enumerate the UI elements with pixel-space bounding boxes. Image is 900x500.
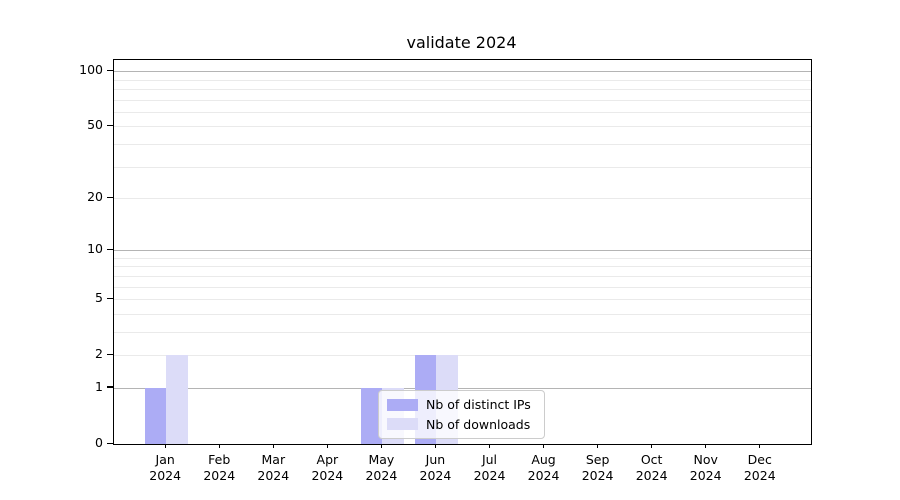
- year-label: 2024: [311, 468, 344, 483]
- minor-gridline: [114, 111, 811, 113]
- x-tick-mark: [651, 444, 653, 448]
- year-label: 2024: [743, 468, 776, 483]
- x-tick-mark: [705, 444, 707, 448]
- y-tick-label: 100: [79, 62, 103, 78]
- x-tick-mark: [597, 444, 599, 448]
- x-tick-label: Dec 2024: [732, 452, 788, 484]
- month-label: Mar: [261, 452, 286, 467]
- minor-gridline: [114, 355, 811, 357]
- month-label: Nov: [693, 452, 718, 467]
- minor-gridline: [114, 126, 811, 128]
- x-tick-mark: [380, 444, 383, 448]
- y-tick-label: 0: [95, 435, 103, 450]
- year-label: 2024: [473, 468, 506, 483]
- legend-item: Nb of downloads: [387, 417, 538, 432]
- y-tick-mark: [107, 248, 113, 251]
- minor-gridline: [114, 257, 811, 259]
- x-tick-mark: [488, 444, 491, 448]
- minor-gridline: [114, 313, 811, 315]
- major-gridline: [114, 387, 811, 389]
- minor-gridline: [114, 198, 811, 199]
- month-label: Aug: [531, 452, 556, 467]
- legend-label: Nb of distinct IPs: [426, 397, 531, 413]
- x-tick-label: Aug 2024: [516, 452, 572, 484]
- y-tick-label: 5: [95, 290, 103, 306]
- month-label: Feb: [208, 452, 231, 467]
- x-tick-label: Apr 2024: [299, 452, 355, 484]
- minor-gridline: [114, 88, 811, 90]
- x-tick-label: Feb 2024: [191, 452, 247, 484]
- plot-area: [113, 59, 812, 445]
- x-tick-label: Jan 2024: [137, 452, 193, 484]
- minor-gridline: [114, 79, 811, 81]
- bar-jan-downloads: [166, 355, 188, 444]
- year-label: 2024: [365, 468, 398, 483]
- year-label: 2024: [257, 468, 290, 483]
- bar-may-distinct-ips: [360, 387, 383, 444]
- y-tick-mark: [107, 297, 113, 300]
- y-tick-mark: [107, 196, 113, 198]
- y-tick-label: 1: [95, 378, 103, 394]
- legend: Nb of distinct IPs Nb of downloads: [378, 390, 545, 439]
- y-tick-mark: [107, 353, 113, 356]
- x-tick-mark: [164, 444, 166, 448]
- minor-gridline: [114, 99, 811, 101]
- major-gridline: [114, 71, 811, 73]
- year-label: 2024: [635, 468, 668, 483]
- chart-title: validate 2024: [406, 33, 517, 52]
- legend-swatch-downloads: [387, 418, 418, 431]
- minor-gridline: [114, 286, 811, 288]
- month-label: Dec: [747, 452, 772, 467]
- x-tick-mark: [759, 444, 761, 448]
- legend-item: Nb of distinct IPs: [387, 397, 538, 412]
- minor-gridline: [114, 143, 811, 145]
- minor-gridline: [114, 331, 811, 333]
- x-tick-label: May 2024: [353, 452, 409, 484]
- legend-swatch-distinct-ips: [387, 398, 418, 411]
- x-tick-label: Oct 2024: [624, 452, 680, 484]
- x-tick-label: Mar 2024: [245, 452, 301, 484]
- year-label: 2024: [419, 468, 452, 483]
- minor-gridline: [114, 275, 811, 277]
- y-tick-label: 2: [95, 346, 103, 362]
- y-tick-label: 50: [87, 117, 103, 133]
- minor-gridline: [114, 166, 811, 168]
- minor-gridline: [114, 299, 811, 301]
- month-label: Jan: [155, 452, 175, 467]
- major-gridline: [114, 250, 811, 252]
- x-tick-label: Jul 2024: [462, 452, 518, 484]
- y-tick-label: 20: [87, 189, 103, 204]
- x-tick-mark: [272, 444, 274, 448]
- month-label: Jul: [481, 452, 498, 467]
- x-tick-mark: [218, 444, 220, 448]
- year-label: 2024: [581, 468, 614, 483]
- x-tick-label: Jun 2024: [407, 452, 463, 484]
- year-label: 2024: [203, 468, 236, 483]
- year-label: 2024: [149, 468, 182, 483]
- year-label: 2024: [689, 468, 722, 483]
- month-label: Apr: [316, 452, 339, 467]
- legend-label: Nb of downloads: [426, 416, 531, 432]
- month-label: May: [368, 452, 395, 467]
- y-tick-label: 10: [87, 241, 103, 257]
- x-tick-mark: [542, 444, 545, 448]
- month-label: Jun: [425, 452, 446, 467]
- y-tick-mark: [107, 69, 113, 71]
- y-tick-mark: [107, 386, 113, 388]
- month-label: Oct: [640, 452, 663, 467]
- y-tick-mark: [107, 124, 113, 127]
- minor-gridline: [114, 266, 811, 268]
- x-tick-mark: [434, 444, 437, 448]
- bar-jan-distinct-ips: [144, 387, 167, 444]
- x-tick-label: Nov 2024: [678, 452, 734, 484]
- year-label: 2024: [527, 468, 560, 483]
- x-tick-mark: [326, 444, 329, 448]
- x-tick-label: Sep 2024: [570, 452, 626, 484]
- y-tick-mark: [107, 442, 113, 444]
- month-label: Sep: [585, 452, 610, 467]
